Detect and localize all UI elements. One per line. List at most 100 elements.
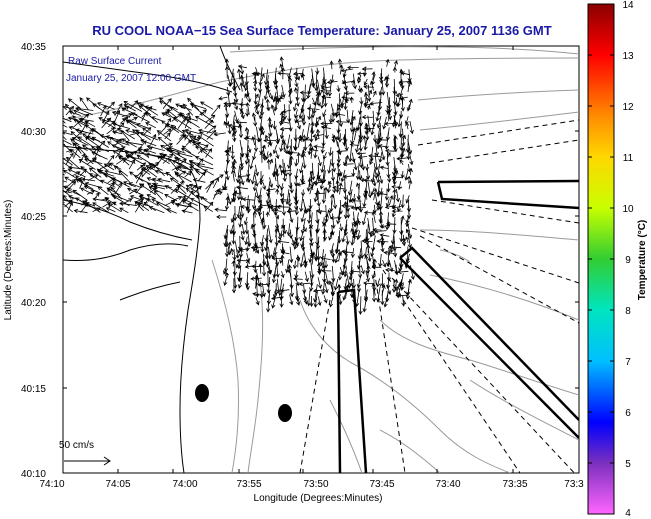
- current-vector: [280, 224, 286, 238]
- current-vector: [307, 104, 312, 121]
- current-vector: [140, 164, 158, 178]
- current-vector: [338, 182, 343, 195]
- current-vector: [63, 131, 73, 135]
- current-vector: [227, 193, 232, 205]
- current-vector: [71, 137, 89, 146]
- current-vector: [320, 268, 332, 273]
- current-vector: [352, 230, 358, 244]
- current-vector: [254, 275, 260, 289]
- current-vector: [225, 151, 230, 165]
- x-axis-tick-labels: 74:10 74:05 74:00 73:55 73:50 73:45 73:4…: [39, 479, 584, 490]
- current-vector: [270, 208, 282, 213]
- current-vector: [288, 87, 293, 97]
- current-vector: [107, 101, 115, 110]
- current-vector: [237, 243, 242, 254]
- current-vector: [399, 68, 404, 75]
- current-vector: [302, 290, 307, 302]
- current-vector: [91, 151, 108, 160]
- current-vector: [314, 253, 319, 262]
- current-vector: [267, 266, 272, 275]
- current-vector: [360, 175, 365, 183]
- current-vector: [375, 109, 380, 122]
- current-vector: [199, 149, 214, 160]
- current-vector: [289, 294, 294, 306]
- current-vector: [255, 189, 260, 200]
- current-vector: [393, 248, 398, 258]
- current-vector: [251, 112, 257, 121]
- current-vector: [111, 110, 131, 118]
- current-vector: [335, 119, 348, 124]
- current-vector: [253, 93, 258, 106]
- current-vector: [275, 259, 280, 278]
- colorbar-tick-label: 7: [625, 357, 631, 368]
- current-vector: [334, 242, 339, 255]
- current-vector: [386, 152, 391, 159]
- current-vector: [329, 60, 334, 70]
- current-vector: [73, 208, 88, 214]
- current-vector: [377, 202, 382, 211]
- current-vector: [351, 127, 356, 135]
- current-vector: [249, 157, 254, 170]
- current-vector: [223, 102, 229, 111]
- current-vector: [388, 195, 394, 206]
- current-vector: [391, 175, 403, 180]
- current-vector: [337, 133, 343, 143]
- current-vector: [157, 177, 171, 183]
- current-vector: [352, 218, 357, 226]
- current-vector: [244, 152, 249, 165]
- current-vector: [77, 136, 94, 148]
- current-vector: [320, 88, 332, 93]
- current-vector: [368, 89, 373, 98]
- current-vector: [356, 205, 366, 211]
- current-vector: [396, 156, 409, 161]
- current-vector: [253, 205, 258, 213]
- current-vector: [342, 291, 347, 301]
- current-vector: [322, 222, 327, 235]
- current-vector: [341, 249, 354, 254]
- current-vector: [233, 189, 238, 200]
- current-vector: [244, 126, 249, 135]
- current-vector: [269, 177, 274, 189]
- current-vector: [240, 177, 245, 186]
- current-vector: [279, 139, 284, 153]
- current-vector: [392, 188, 397, 200]
- current-vector: [167, 157, 178, 169]
- current-vector: [112, 150, 124, 158]
- current-vector: [231, 229, 236, 237]
- current-vector: [252, 151, 257, 161]
- current-vector: [238, 123, 243, 134]
- current-vector: [84, 136, 101, 148]
- current-vector: [351, 115, 356, 121]
- current-vector: [287, 67, 292, 80]
- current-vector: [204, 119, 214, 129]
- current-vector: [385, 221, 397, 227]
- current-vector: [224, 248, 230, 258]
- current-vector: [139, 131, 159, 141]
- current-vector: [265, 98, 270, 111]
- current-vector: [80, 187, 93, 195]
- current-vector: [267, 204, 272, 213]
- current-vector: [381, 284, 386, 296]
- y-tick-label: 40:35: [21, 42, 46, 53]
- current-vector: [397, 269, 409, 275]
- inset-line-1: Raw Surface Current: [68, 56, 162, 67]
- current-vector: [343, 267, 348, 278]
- current-vector: [255, 297, 260, 306]
- current-vector: [299, 253, 304, 268]
- current-vector: [320, 157, 325, 174]
- current-vector: [89, 173, 103, 183]
- current-vector: [140, 139, 157, 147]
- current-vector: [146, 144, 165, 151]
- current-vector: [274, 79, 279, 90]
- current-vector: [279, 289, 284, 308]
- current-vector: [407, 79, 412, 93]
- current-vector: [375, 191, 388, 196]
- current-vector: [385, 58, 390, 67]
- current-vector: [348, 145, 353, 163]
- current-vector: [337, 58, 342, 68]
- current-vector: [309, 295, 314, 308]
- current-vector: [387, 175, 392, 183]
- current-vector: [301, 72, 306, 81]
- current-vector: [119, 201, 138, 206]
- current-vector: [276, 97, 281, 105]
